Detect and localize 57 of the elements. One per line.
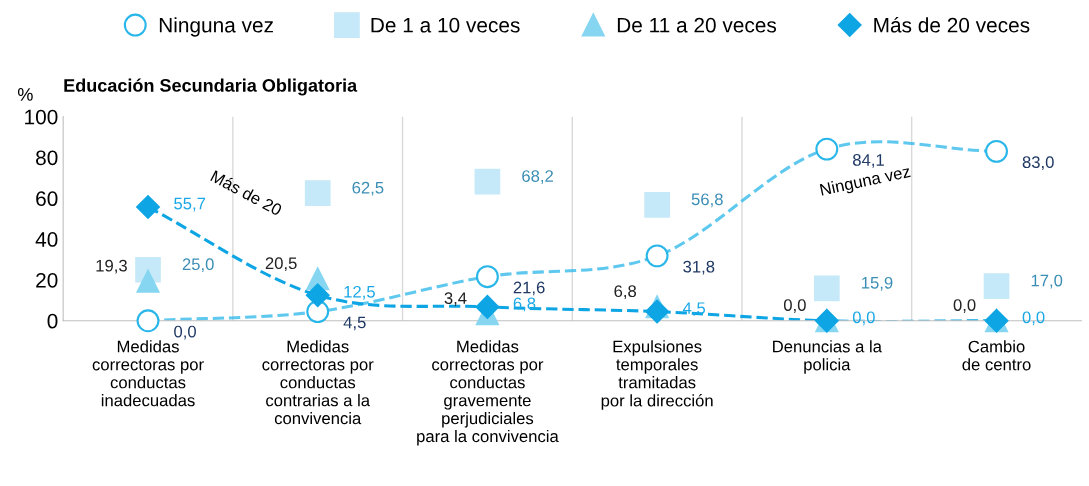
data-label: 0,0 bbox=[1022, 311, 1045, 326]
y-tick-label: 80 bbox=[36, 150, 58, 166]
point bbox=[983, 273, 1010, 299]
x-tick-label: Cambio de centro bbox=[962, 340, 1031, 371]
point bbox=[815, 137, 839, 161]
data-label: 31,8 bbox=[683, 260, 715, 275]
data-label: 83,0 bbox=[1022, 156, 1054, 171]
data-label: 15,9 bbox=[862, 276, 893, 291]
point bbox=[813, 275, 840, 302]
point bbox=[304, 180, 331, 207]
point bbox=[645, 299, 669, 324]
y-tick-label: 40 bbox=[35, 232, 58, 247]
x-tick-label: Medidas correctoras por conductas inadecuadas bbox=[92, 340, 204, 407]
data-label: 0,0 bbox=[783, 299, 806, 313]
x-tick-label: Expulsiones temporales tramitadas por la dirección bbox=[601, 340, 713, 410]
point bbox=[305, 283, 330, 308]
data-label: 3,4 bbox=[444, 292, 467, 306]
legend-label: Ninguna vez bbox=[159, 17, 273, 37]
point bbox=[645, 244, 669, 268]
x-tick-label: Denuncias a la policia bbox=[773, 340, 882, 374]
point bbox=[136, 269, 160, 293]
point bbox=[136, 195, 160, 219]
data-label: 19,3 bbox=[96, 259, 127, 274]
data-label: 62,5 bbox=[352, 181, 384, 196]
y-tick-label: 100 bbox=[25, 109, 58, 125]
annotation: Más de 20 bbox=[210, 169, 283, 217]
data-label: 20,5 bbox=[265, 257, 297, 272]
data-label: 55,7 bbox=[174, 197, 206, 212]
data-label: 84,1 bbox=[853, 154, 884, 168]
data-label: 21,6 bbox=[513, 281, 545, 296]
x-tick-label: Medidas correctoras por conductas contrarias a la convivencia bbox=[262, 340, 374, 425]
x-tick-label: Medidas correctoras por conductas gravemente perjudiciales para la convivencia bbox=[417, 340, 559, 446]
legend-label: Más de 20 veces bbox=[874, 16, 1030, 33]
data-label: 4,5 bbox=[343, 316, 366, 331]
point bbox=[475, 265, 499, 289]
annotation: Ninguna vez bbox=[819, 168, 911, 196]
point bbox=[985, 139, 1008, 163]
data-label: 0,0 bbox=[953, 299, 976, 313]
point bbox=[644, 191, 670, 218]
data-label: 6,8 bbox=[614, 285, 637, 300]
point bbox=[475, 295, 500, 319]
legend-label: De 1 a 10 veces bbox=[371, 17, 520, 33]
y-tick-label: 20 bbox=[36, 272, 58, 288]
data-label: 56,8 bbox=[691, 193, 723, 208]
data-label: 68,2 bbox=[522, 170, 553, 184]
point bbox=[136, 309, 160, 333]
chart-title: Educación Secundaria Obligatoria bbox=[64, 78, 358, 96]
point bbox=[474, 168, 501, 195]
data-label: 0,0 bbox=[174, 325, 196, 340]
y-tick-label: 60 bbox=[36, 191, 58, 207]
legend-label: De 11 a 20 veces bbox=[617, 17, 777, 33]
data-label: 25,0 bbox=[182, 258, 214, 273]
data-label: 17,0 bbox=[1031, 274, 1063, 289]
y-axis-title: % bbox=[17, 88, 33, 101]
data-label: 12,5 bbox=[344, 285, 375, 300]
y-tick-label: 0 bbox=[47, 313, 58, 329]
data-label: 0,0 bbox=[852, 311, 875, 326]
